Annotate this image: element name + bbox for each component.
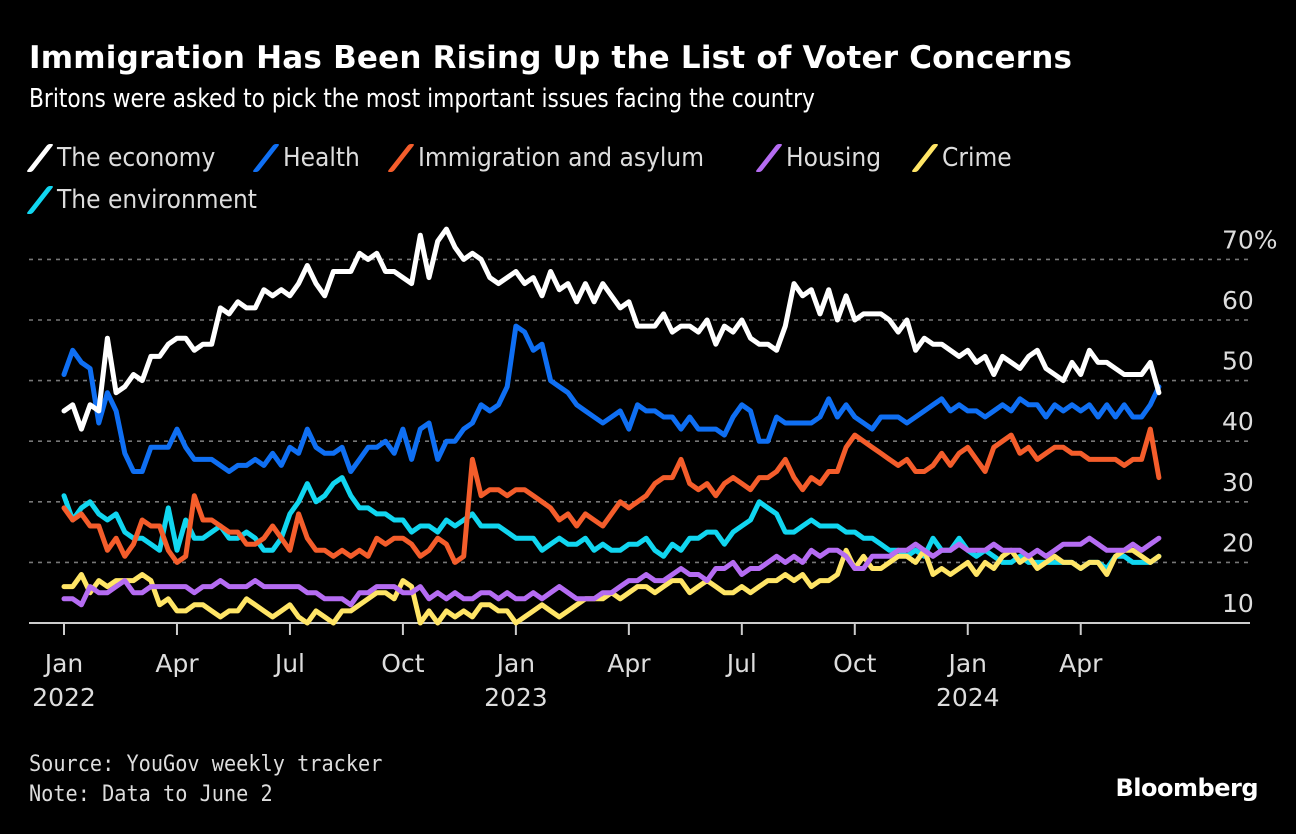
x-tick-label: Jul: [273, 649, 305, 678]
y-tick-label: 60: [1222, 286, 1254, 315]
y-axis-labels: 10 20 30 40 50 60 70%: [1222, 225, 1278, 618]
x-tick-label: Jan: [43, 649, 84, 678]
legend-label: The environment: [57, 185, 257, 215]
legend-label: Health: [282, 143, 360, 173]
y-tick-label: 10: [1222, 589, 1254, 618]
x-tick-label: Apr: [607, 649, 651, 678]
chart-subtitle: Britons were asked to pick the most impo…: [29, 84, 815, 114]
x-tick-year-label: 2023: [484, 683, 548, 712]
x-tick-label: Jul: [725, 649, 757, 678]
series-line-immigration-and-asylum: [61, 426, 1162, 565]
series-line-housing: [61, 535, 1162, 608]
y-tick-label: 20: [1222, 528, 1254, 557]
legend-item: Health: [251, 140, 368, 176]
x-tick-label: Jan: [946, 649, 987, 678]
bloomberg-logo: Bloomberg: [1115, 774, 1259, 802]
legend: The economy Health Immigration and asylum H…: [26, 140, 1229, 224]
series-lines: [61, 226, 1162, 626]
legend-item: The economy: [26, 140, 233, 176]
x-tick-label: Jan: [495, 649, 536, 678]
y-tick-label: 50: [1222, 347, 1254, 376]
x-tick-label: Apr: [1059, 649, 1103, 678]
x-tick-year-label: 2022: [32, 683, 96, 712]
x-tick-year-label: 2024: [936, 683, 1000, 712]
x-tick-label: Oct: [833, 649, 876, 678]
y-tick-label: 40: [1222, 407, 1254, 436]
data-note: Note: Data to June 2: [29, 782, 273, 807]
legend-label: The economy: [57, 143, 216, 173]
series-line-the-environment: [61, 475, 1162, 571]
series-line-health: [61, 323, 1162, 474]
y-tick-label: 30: [1222, 468, 1254, 497]
series-line-the-economy: [61, 226, 1162, 432]
legend-label: Housing: [786, 143, 882, 173]
chart-title: Immigration Has Been Rising Up the List …: [29, 40, 1073, 76]
x-tick-label: Oct: [381, 649, 424, 678]
legend-item: Crime: [910, 140, 1019, 176]
legend-item: Housing: [755, 140, 892, 176]
legend-item: Immigration and asylum: [387, 140, 736, 176]
legend-label: Crime: [941, 143, 1012, 173]
legend-label: Immigration and asylum: [418, 143, 705, 173]
legend-item: The environment: [26, 182, 279, 218]
x-axis: Jan 2022 Apr Jul Oct Jan 2023 Apr Jul Oct Jan 2024 A…: [29, 622, 1250, 712]
x-tick-label: Apr: [155, 649, 199, 678]
source-note: Source: YouGov weekly tracker: [29, 752, 383, 777]
footer: Source: YouGov weekly tracker Note: Data…: [29, 750, 413, 810]
y-tick-label: 70%: [1222, 225, 1278, 254]
